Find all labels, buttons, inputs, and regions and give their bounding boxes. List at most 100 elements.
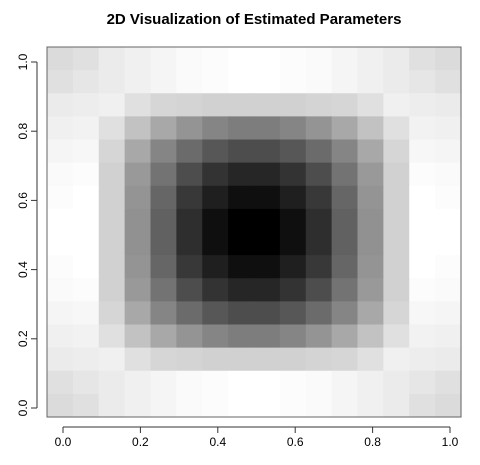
heatmap-cell xyxy=(228,116,255,141)
heatmap-cell xyxy=(228,208,255,233)
heatmap-cell xyxy=(279,347,307,372)
heatmap-cell xyxy=(202,232,229,256)
heatmap-cell xyxy=(176,93,203,117)
heatmap-cell xyxy=(176,370,203,395)
heatmap-cell xyxy=(357,393,384,418)
heatmap-cell xyxy=(331,116,359,141)
heatmap-cell xyxy=(305,47,333,71)
heatmap-cell xyxy=(72,139,100,164)
heatmap-cell xyxy=(409,116,436,141)
heatmap-cell xyxy=(383,393,410,418)
heatmap-cell xyxy=(254,347,281,372)
heatmap-cell xyxy=(435,208,462,233)
heatmap-cell xyxy=(279,324,307,349)
heatmap-cell xyxy=(254,47,281,71)
heatmap-cell xyxy=(228,393,255,418)
heatmap-cell xyxy=(254,393,281,418)
heatmap-cell xyxy=(357,208,384,233)
heatmap-cell xyxy=(47,139,74,164)
heatmap-cell xyxy=(228,70,255,94)
heatmap-cell xyxy=(150,185,177,210)
heatmap-cell xyxy=(331,47,359,71)
heatmap-cell xyxy=(202,255,229,279)
heatmap-cell xyxy=(47,324,74,349)
heatmap-cell xyxy=(435,185,462,210)
heatmap-cell xyxy=(357,301,384,326)
heatmap-cell xyxy=(331,278,359,302)
heatmap-cell xyxy=(72,70,100,94)
y-axis: 0.0 0.2 0.4 0.6 0.8 1.0 xyxy=(16,53,38,416)
heatmap-cell xyxy=(124,370,152,395)
heatmap-cell xyxy=(72,232,100,256)
heatmap-cell xyxy=(279,255,307,279)
heatmap-cell xyxy=(254,232,281,256)
heatmap-cell xyxy=(228,255,255,279)
heatmap-cell xyxy=(331,347,359,372)
heatmap-cell xyxy=(331,208,359,233)
heatmap-cell xyxy=(124,162,152,187)
x-tick-label: 0.8 xyxy=(364,435,381,449)
heatmap-cell xyxy=(176,232,203,256)
heatmap-cell xyxy=(409,347,436,372)
heatmap-cell xyxy=(357,139,384,164)
heatmap-cell xyxy=(409,185,436,210)
heatmap-cell xyxy=(305,393,333,418)
heatmap-cell xyxy=(357,185,384,210)
x-tick-label: 1.0 xyxy=(442,435,459,449)
heatmap-cell xyxy=(435,232,462,256)
heatmap-cell xyxy=(72,278,100,302)
heatmap-cell xyxy=(150,139,177,164)
heatmap-cell xyxy=(202,370,229,395)
y-tick-label: 0.4 xyxy=(16,261,30,278)
heatmap-cell xyxy=(305,301,333,326)
heatmap-cell xyxy=(202,324,229,349)
heatmap-cell xyxy=(254,185,281,210)
heatmap-cell xyxy=(279,370,307,395)
heatmap-cell xyxy=(72,255,100,279)
heatmap-cell xyxy=(47,208,74,233)
heatmap-cell xyxy=(254,93,281,117)
heatmap-cell xyxy=(254,116,281,141)
heatmap-cell xyxy=(124,347,152,372)
heatmap-cell xyxy=(202,139,229,164)
heatmap-cell xyxy=(435,255,462,279)
heatmap-cell xyxy=(409,162,436,187)
heatmap-cell xyxy=(176,278,203,302)
heatmap-cell xyxy=(47,47,74,71)
heatmap-cell xyxy=(72,301,100,326)
heatmap-cell xyxy=(47,347,74,372)
heatmap-cell xyxy=(279,208,307,233)
y-tick-label: 0.2 xyxy=(16,330,30,347)
heatmap-cell xyxy=(124,116,152,141)
heatmap-cell xyxy=(383,93,410,117)
heatmap-cell xyxy=(409,208,436,233)
heatmap-cell xyxy=(98,347,126,372)
plot-frame xyxy=(46,46,462,418)
heatmap-cell xyxy=(409,301,436,326)
heatmap-cell xyxy=(305,116,333,141)
heatmap-cell xyxy=(254,208,281,233)
heatmap-cell xyxy=(435,93,462,117)
heatmap-cell xyxy=(383,139,410,164)
heatmap-cell xyxy=(98,301,126,326)
heatmap-cell xyxy=(383,278,410,302)
heatmap-cell xyxy=(357,162,384,187)
heatmap-cell xyxy=(305,70,333,94)
heatmap-cell xyxy=(279,162,307,187)
heatmap-cell xyxy=(357,232,384,256)
heatmap-cell xyxy=(305,278,333,302)
heatmap-cell xyxy=(279,185,307,210)
heatmap-cell xyxy=(176,70,203,94)
heatmap-cell xyxy=(202,116,229,141)
heatmap-cell xyxy=(150,370,177,395)
heatmap-cell xyxy=(254,301,281,326)
heatmap-cell xyxy=(47,93,74,117)
heatmap-cell xyxy=(47,162,74,187)
heatmap-cell xyxy=(409,278,436,302)
heatmap-cell xyxy=(150,70,177,94)
heatmap-cell xyxy=(279,278,307,302)
heatmap-cell xyxy=(435,70,462,94)
heatmap-cell xyxy=(47,370,74,395)
heatmap-cell xyxy=(124,393,152,418)
heatmap-cell xyxy=(98,370,126,395)
